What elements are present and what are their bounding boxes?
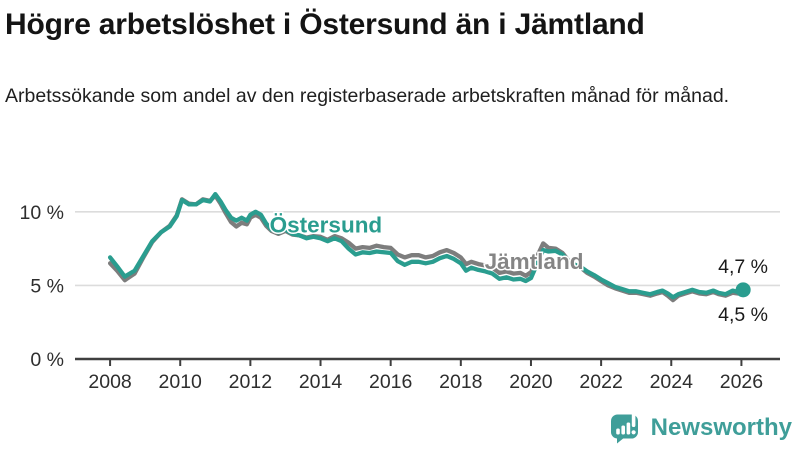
y-tick-label: 0 % xyxy=(30,349,64,371)
page-title: Högre arbetslöshet i Östersund än i Jämt… xyxy=(5,8,645,41)
y-tick-label: 5 % xyxy=(30,275,64,297)
x-tick-label: 2012 xyxy=(229,371,272,393)
end-value-label: 4,7 % xyxy=(718,256,768,278)
x-tick-label: 2014 xyxy=(299,371,343,393)
x-tick-label: 2026 xyxy=(720,371,763,393)
y-tick-label: 10 % xyxy=(20,202,64,224)
x-tick-label: 2018 xyxy=(439,371,482,393)
series-end-dot xyxy=(735,282,751,298)
series-label-östersund: Östersund xyxy=(270,212,383,237)
brand-wordmark: Newsworthy xyxy=(650,413,792,441)
x-tick-label: 2016 xyxy=(369,371,412,393)
x-tick-label: 2022 xyxy=(579,371,622,393)
end-value-label: 4,5 % xyxy=(718,304,768,326)
page-subtitle: Arbetssökande som andel av den registerb… xyxy=(5,85,730,107)
x-tick-label: 2024 xyxy=(650,371,694,393)
series-line-östersund xyxy=(107,191,746,300)
x-tick-label: 2010 xyxy=(159,371,203,393)
series-label-jämtland: Jämtland xyxy=(485,249,584,274)
x-tick-label: 2008 xyxy=(88,371,131,393)
x-tick-label: 2020 xyxy=(509,371,553,393)
brand-footer: Newsworthy xyxy=(610,411,792,444)
newsworthy-logo-icon xyxy=(610,411,638,444)
